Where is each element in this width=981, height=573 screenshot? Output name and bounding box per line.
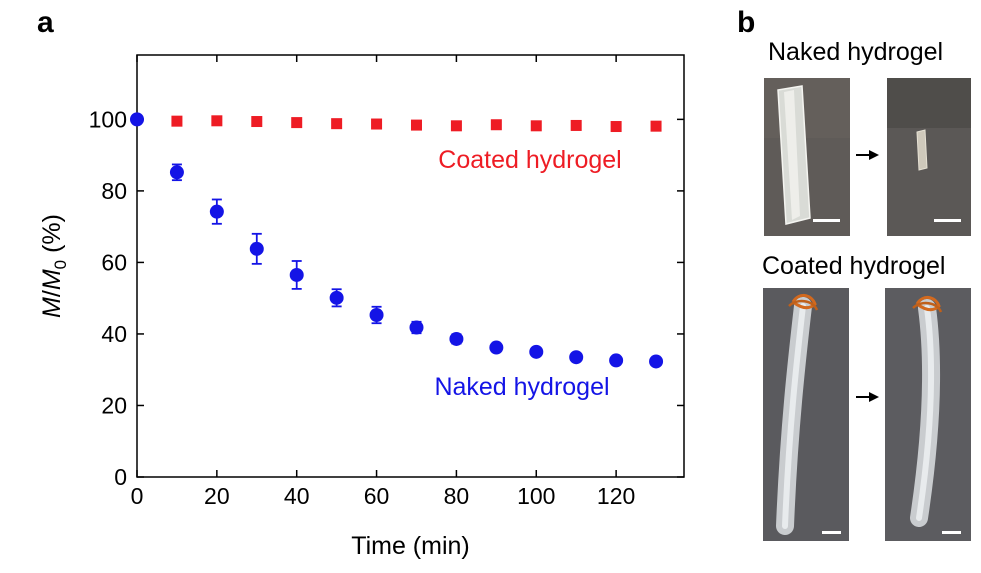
scale-bar [813, 219, 840, 222]
panel-label-b: b [737, 6, 756, 39]
y-tick-label: 100 [89, 106, 127, 132]
mass-ratio-chart: 0 20 40 60 80 100 120 0 20 40 60 80 100 Time (min) M/M… [38, 54, 685, 560]
naked-hydrogel-annotation: Naked hydrogel [434, 373, 609, 401]
plot-frame [136, 54, 685, 478]
data-point [249, 241, 264, 256]
y-tick-label: 80 [101, 178, 127, 204]
scale-bar [822, 531, 841, 534]
coated-hydrogel-photo-title: Coated hydrogel [762, 252, 946, 280]
data-point [209, 204, 224, 219]
x-axis-label: Time (min) [351, 532, 470, 560]
arrow-right-icon [856, 392, 879, 402]
scale-bar [942, 531, 961, 534]
data-point [610, 121, 622, 133]
x-tick-label: 100 [517, 483, 555, 509]
data-point [291, 117, 303, 129]
data-point [211, 115, 223, 127]
data-point [130, 112, 144, 127]
y-axis-label: M/M0 (%) [38, 214, 70, 318]
data-point [570, 119, 582, 131]
x-tick-label: 40 [284, 483, 310, 509]
x-tick-label: 60 [364, 483, 390, 509]
data-point [649, 354, 664, 369]
data-point [529, 344, 544, 359]
data-point [169, 165, 184, 180]
data-point [609, 353, 624, 368]
data-point [371, 118, 383, 130]
data-point [369, 307, 384, 322]
data-point [530, 120, 542, 132]
naked-hydrogel-photo-title: Naked hydrogel [768, 38, 944, 66]
data-point [410, 119, 422, 131]
data-point [251, 116, 263, 128]
coated-hydrogel-series [171, 115, 662, 133]
x-tick-label: 80 [444, 483, 470, 509]
arrow-right-icon [856, 150, 879, 160]
y-tick-label: 60 [101, 249, 127, 275]
naked-hydrogel-series [130, 112, 664, 369]
data-point [569, 350, 584, 365]
y-tick-label: 40 [101, 321, 127, 347]
data-point [171, 115, 183, 127]
naked-hydrogel-after-photo [887, 78, 971, 236]
y-tick-label: 20 [101, 392, 127, 418]
coated-hydrogel-after-photo [885, 288, 971, 541]
coated-hydrogel-before-photo [763, 288, 849, 541]
x-tick-label: 20 [204, 483, 230, 509]
x-tick-label: 0 [131, 483, 144, 509]
data-point [331, 118, 343, 130]
naked-hydrogel-before-photo [764, 78, 850, 236]
data-point [329, 290, 344, 305]
data-point [490, 119, 502, 131]
data-point [450, 120, 462, 132]
y-tick-label: 0 [114, 464, 127, 490]
data-point [449, 331, 464, 346]
coated-hydrogel-annotation: Coated hydrogel [438, 146, 621, 174]
data-point [489, 340, 504, 355]
scale-bar [934, 219, 961, 222]
panel-label-a: a [37, 6, 54, 39]
data-point [650, 120, 662, 132]
data-point [289, 267, 304, 282]
data-point [409, 320, 424, 335]
x-tick-label: 120 [597, 483, 635, 509]
